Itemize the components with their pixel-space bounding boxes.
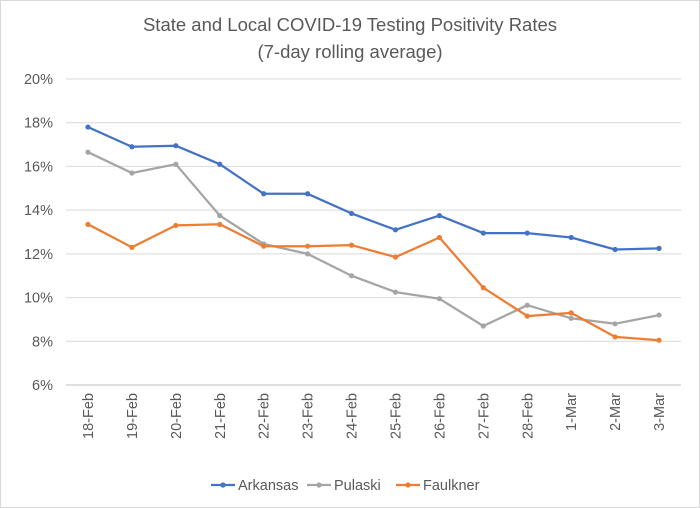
x-tick-label: 25-Feb (388, 393, 404, 439)
data-point-arkansas (348, 210, 355, 217)
gridlines (66, 78, 681, 386)
x-tick-label: 2-Mar (608, 393, 624, 431)
data-point-arkansas (436, 213, 442, 219)
x-tick-label: 19-Feb (125, 393, 141, 439)
data-point-faulkner (305, 243, 311, 249)
y-tick-label: 8% (32, 334, 53, 350)
data-point-pulaski (480, 323, 486, 329)
legend-item-pulaski: Pulaski (307, 478, 381, 494)
data-point-faulkner (129, 244, 135, 250)
x-tick-label: 27-Feb (476, 393, 492, 439)
chart-title: State and Local COVID-19 Testing Positiv… (143, 14, 557, 35)
x-tick-label: 21-Feb (213, 393, 229, 439)
data-point-arkansas (129, 144, 135, 150)
data-point-pulaski (524, 302, 530, 308)
series-pulaski (85, 149, 662, 329)
data-point-pulaski (392, 289, 399, 295)
legend-label-arkansas: Arkansas (238, 478, 298, 494)
data-point-faulkner (392, 254, 399, 260)
x-tick-label: 28-Feb (520, 393, 536, 439)
legend-marker-faulkner (405, 482, 411, 488)
data-point-faulkner (436, 234, 442, 241)
chart-subtitle: (7-day rolling average) (257, 41, 442, 62)
series-line-pulaski (86, 151, 661, 328)
series-lines (85, 124, 662, 343)
data-point-pulaski (305, 251, 311, 257)
data-point-pulaski (217, 213, 223, 219)
data-point-arkansas (173, 143, 179, 149)
data-point-pulaski (173, 161, 179, 167)
data-point-pulaski (568, 315, 574, 321)
y-tick-label: 16% (24, 159, 53, 175)
x-tick-label: 26-Feb (432, 393, 448, 439)
legend-item-faulkner: Faulkner (396, 478, 480, 494)
data-point-arkansas (261, 191, 267, 197)
y-tick-label: 14% (24, 203, 53, 219)
y-tick-label: 20% (24, 72, 53, 88)
data-point-faulkner (656, 337, 662, 343)
data-point-pulaski (612, 321, 618, 327)
x-tick-label: 20-Feb (169, 393, 185, 439)
data-point-arkansas (480, 230, 486, 236)
data-point-faulkner (524, 313, 530, 319)
data-point-faulkner (217, 221, 223, 227)
data-point-pulaski (85, 149, 91, 155)
data-point-faulkner (85, 221, 91, 227)
y-tick-label: 12% (24, 247, 53, 263)
y-tick-label: 6% (32, 378, 53, 394)
data-point-arkansas (568, 234, 574, 241)
y-tick-label: 10% (24, 291, 53, 307)
x-tick-label: 24-Feb (345, 393, 361, 439)
series-arkansas (85, 124, 662, 253)
data-point-arkansas (305, 191, 311, 197)
data-point-pulaski (656, 312, 662, 318)
y-axis-ticks: 6% 8% 10% 12% 14% 16% 18% 20% (24, 72, 53, 394)
data-point-arkansas (392, 227, 399, 233)
data-point-arkansas (612, 246, 618, 253)
series-line-arkansas (86, 125, 661, 251)
data-point-arkansas (524, 230, 530, 236)
legend-label-pulaski: Pulaski (334, 478, 381, 494)
data-point-arkansas (656, 245, 662, 251)
legend-item-arkansas: Arkansas (211, 478, 298, 494)
x-tick-label: 3-Mar (652, 393, 668, 431)
x-tick-label: 18-Feb (81, 393, 97, 439)
legend-marker-pulaski (316, 482, 322, 488)
x-axis-ticks: 18-Feb 19-Feb 20-Feb 21-Feb 22-Feb 23-Feb 24-F… (81, 393, 668, 439)
data-point-arkansas (85, 124, 91, 130)
x-tick-label: 22-Feb (257, 393, 273, 439)
x-tick-label: 23-Feb (301, 393, 317, 439)
data-point-pulaski (436, 296, 442, 302)
data-point-faulkner (348, 242, 355, 248)
legend-marker-arkansas (220, 482, 226, 488)
data-point-faulkner (261, 243, 267, 249)
data-point-pulaski (348, 273, 355, 279)
legend: Arkansas Pulaski Faulkner (211, 478, 480, 494)
data-point-pulaski (129, 170, 135, 176)
data-point-faulkner (612, 334, 618, 340)
data-point-arkansas (217, 161, 223, 167)
legend-label-faulkner: Faulkner (423, 478, 480, 494)
series-line-faulkner (86, 223, 661, 342)
data-point-faulkner (568, 310, 574, 316)
y-tick-label: 18% (24, 116, 53, 132)
data-point-faulkner (480, 285, 486, 291)
series-faulkner (85, 221, 662, 343)
data-point-faulkner (173, 222, 179, 229)
x-tick-label: 1-Mar (564, 393, 580, 431)
